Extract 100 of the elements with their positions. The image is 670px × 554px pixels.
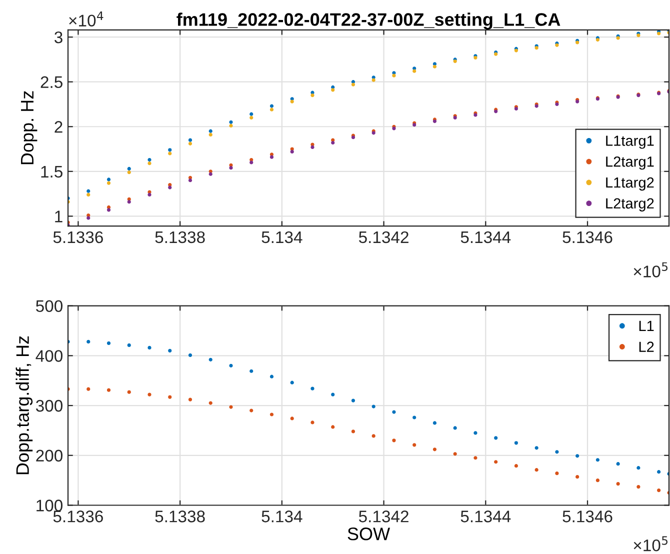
y-tick-label: 2 [54, 121, 62, 133]
y-tick-label: 3 [54, 31, 62, 44]
point [596, 478, 600, 482]
x-tick-label: 5.1344 [460, 510, 511, 522]
point [270, 412, 274, 416]
point [208, 358, 212, 362]
point [270, 104, 274, 108]
point [148, 158, 152, 162]
legend-label: L1 [639, 320, 654, 331]
y-tick-label: 2.5 [40, 76, 62, 88]
point [310, 145, 314, 150]
point [86, 216, 90, 220]
legend-label: L1targ2 [606, 177, 654, 191]
point [127, 170, 131, 174]
point [188, 353, 192, 357]
point [412, 443, 416, 447]
y-axis-title: Dopp.targ.diff, Hz [16, 336, 33, 474]
point [555, 472, 559, 476]
point [412, 416, 416, 420]
point [229, 405, 233, 409]
point [290, 100, 294, 104]
x-tick-label: 5.134 [262, 510, 302, 522]
x-tick-label: 5.1346 [562, 231, 612, 244]
x-tick-label: 5.1342 [358, 510, 408, 522]
point [657, 470, 661, 474]
point [372, 404, 376, 408]
point [168, 395, 172, 399]
x-tick-label: 5.1338 [155, 510, 205, 522]
point [86, 189, 90, 193]
point [392, 438, 396, 442]
point [596, 458, 600, 462]
point [351, 82, 356, 86]
point [290, 416, 294, 420]
point [168, 152, 172, 156]
point [636, 484, 640, 489]
point [229, 124, 233, 128]
point [392, 74, 396, 78]
y-tick-label: 300 [36, 400, 62, 412]
legend-label: L2targ2 [606, 198, 654, 212]
point [127, 166, 131, 171]
point [250, 160, 254, 164]
point [331, 425, 335, 429]
point [432, 421, 437, 425]
point [229, 120, 233, 124]
point [432, 448, 437, 452]
point [331, 88, 335, 92]
point [86, 387, 90, 391]
point [310, 420, 314, 424]
text: ×10$^{5}$ [634, 536, 668, 552]
x-tick-label: 5.134 [262, 231, 302, 244]
point [106, 178, 111, 182]
point [657, 488, 661, 492]
x-tick-label: 5.1336 [53, 231, 103, 244]
point [229, 364, 233, 368]
point [250, 369, 254, 373]
point [127, 390, 131, 394]
point [616, 482, 620, 486]
point [208, 401, 212, 405]
point [270, 108, 274, 112]
point [106, 388, 111, 392]
point [148, 192, 152, 196]
point [534, 446, 538, 450]
point [392, 410, 396, 414]
point [188, 142, 192, 146]
point [148, 162, 152, 166]
point [148, 392, 152, 396]
point [250, 408, 254, 412]
point [229, 166, 233, 170]
x-tick-label: 5.1344 [460, 231, 511, 244]
point [453, 452, 457, 456]
point [432, 64, 437, 68]
text: ×10$^{5}$ [634, 262, 668, 278]
chart-title: fm119_2022-02-04T22-37-00Z_setting_L1_CA [176, 12, 560, 30]
legend-label: L2 [639, 342, 654, 352]
x-tick-label: 5.1336 [53, 510, 103, 522]
point [636, 466, 640, 470]
point [270, 374, 274, 378]
point [576, 454, 580, 458]
point [474, 431, 478, 435]
y-tick-label: 100 [36, 500, 62, 512]
point [310, 386, 314, 390]
point [188, 398, 192, 402]
point [188, 138, 192, 142]
point [188, 178, 192, 182]
point [453, 426, 457, 430]
point [148, 346, 152, 350]
point [208, 129, 212, 133]
x-tick-label: 5.1338 [155, 231, 205, 244]
legend-label: L1targ1 [606, 136, 654, 149]
y-tick-label: 400 [36, 350, 62, 362]
point [514, 441, 518, 445]
point [168, 348, 172, 352]
legend-label: L2targ1 [606, 156, 654, 170]
point [412, 69, 416, 73]
point [127, 343, 131, 348]
y-tick-label: 500 [36, 300, 62, 312]
point [534, 468, 538, 472]
point [270, 155, 274, 159]
point [208, 172, 212, 176]
point [290, 380, 294, 384]
